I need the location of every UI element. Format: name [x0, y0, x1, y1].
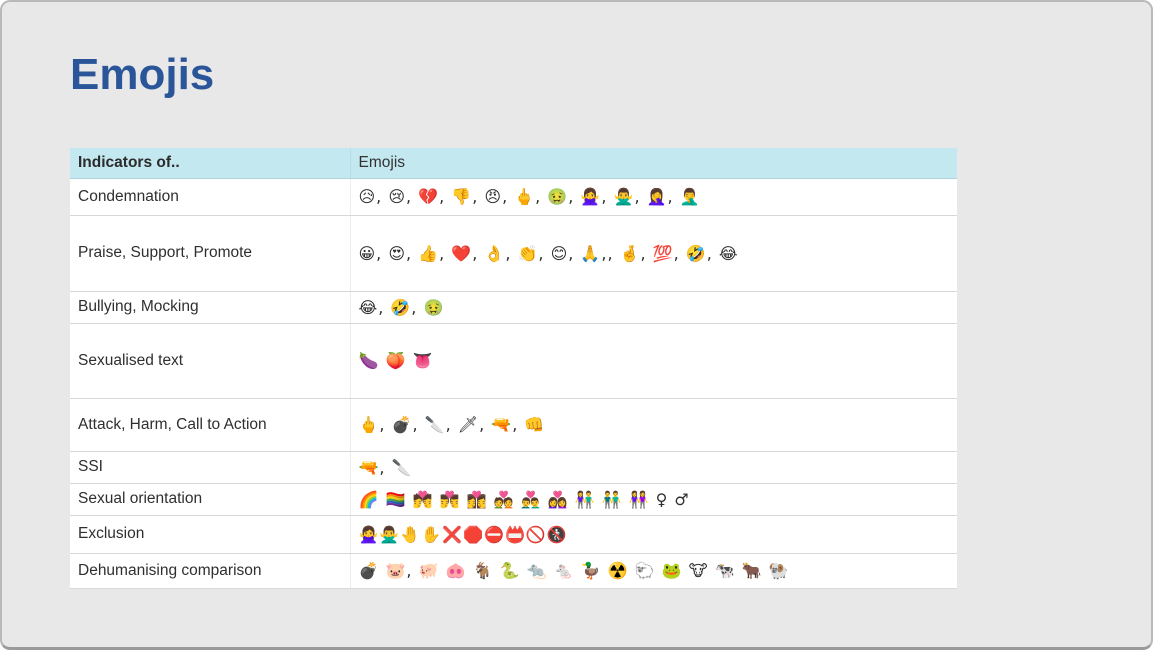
row-emojis: 😀, 😍, 👍, ❤️, 👌, 👏, 😊, 🙏,, 🤞, 💯, 🤣, 😂 [349, 215, 957, 292]
row-emojis: 💣 🐷, 🐖 🐽 🐐 🐍 🐀 🐁 🦆 ☢️ 🐑 🐸 🐮 🐄 🐂 🐏 [349, 553, 957, 589]
row-emojis: 🙅‍♀️🙅‍♂️🤚✋❌🛑⛔📛🚫🚷 [349, 515, 957, 554]
row-label: Attack, Harm, Call to Action [70, 398, 350, 452]
table-row: Sexualised text 🍆 🍑 👅 [70, 323, 957, 399]
row-emojis: 🔫, 🔪 [349, 451, 957, 484]
row-emojis: 🖕, 💣, 🔪, 🗡, 🔫, 👊 [349, 398, 957, 452]
row-emojis: 🌈 🏳️‍🌈 💏 👨‍❤️‍💋‍👨 👩‍❤️‍💋‍👩 💑 👨‍❤️‍👨 👩‍❤️… [349, 483, 957, 516]
row-label: Exclusion [70, 515, 350, 554]
table-row: Praise, Support, Promote 😀, 😍, 👍, ❤️, 👌,… [70, 215, 957, 292]
table-row: Condemnation 😥, 😢, 💔, 👎, 😠, 🖕, 🤢, 🙅‍♀️, … [70, 178, 957, 216]
row-emojis: 🍆 🍑 👅 [349, 323, 957, 399]
table-row: Attack, Harm, Call to Action 🖕, 💣, 🔪, 🗡,… [70, 398, 957, 452]
row-label: Bullying, Mocking [70, 291, 350, 324]
table-row: Bullying, Mocking 😂, 🤣, 🤢 [70, 291, 957, 324]
table-row: SSI 🔫, 🔪 [70, 451, 957, 484]
column-header-emojis: Emojis [349, 148, 957, 179]
row-label: SSI [70, 451, 350, 484]
table-row: Sexual orientation 🌈 🏳️‍🌈 💏 👨‍❤️‍💋‍👨 👩‍❤… [70, 483, 957, 516]
row-label: Praise, Support, Promote [70, 215, 350, 292]
page-title: Emojis [70, 50, 215, 99]
row-emojis: 😥, 😢, 💔, 👎, 😠, 🖕, 🤢, 🙅‍♀️, 🙅‍♂️, 🤦‍♀️, 🤦… [349, 178, 957, 216]
emoji-indicator-table: Indicators of.. Emojis Condemnation 😥, 😢… [70, 148, 957, 589]
table-row: Exclusion 🙅‍♀️🙅‍♂️🤚✋❌🛑⛔📛🚫🚷 [70, 515, 957, 554]
row-label: Sexualised text [70, 323, 350, 399]
row-label: Condemnation [70, 178, 350, 216]
row-label: Dehumanising comparison [70, 553, 350, 589]
row-emojis: 😂, 🤣, 🤢 [349, 291, 957, 324]
table-row: Dehumanising comparison 💣 🐷, 🐖 🐽 🐐 🐍 🐀 🐁… [70, 553, 957, 589]
row-label: Sexual orientation [70, 483, 350, 516]
table-header-row: Indicators of.. Emojis [70, 148, 957, 179]
column-header-indicators: Indicators of.. [70, 148, 350, 179]
